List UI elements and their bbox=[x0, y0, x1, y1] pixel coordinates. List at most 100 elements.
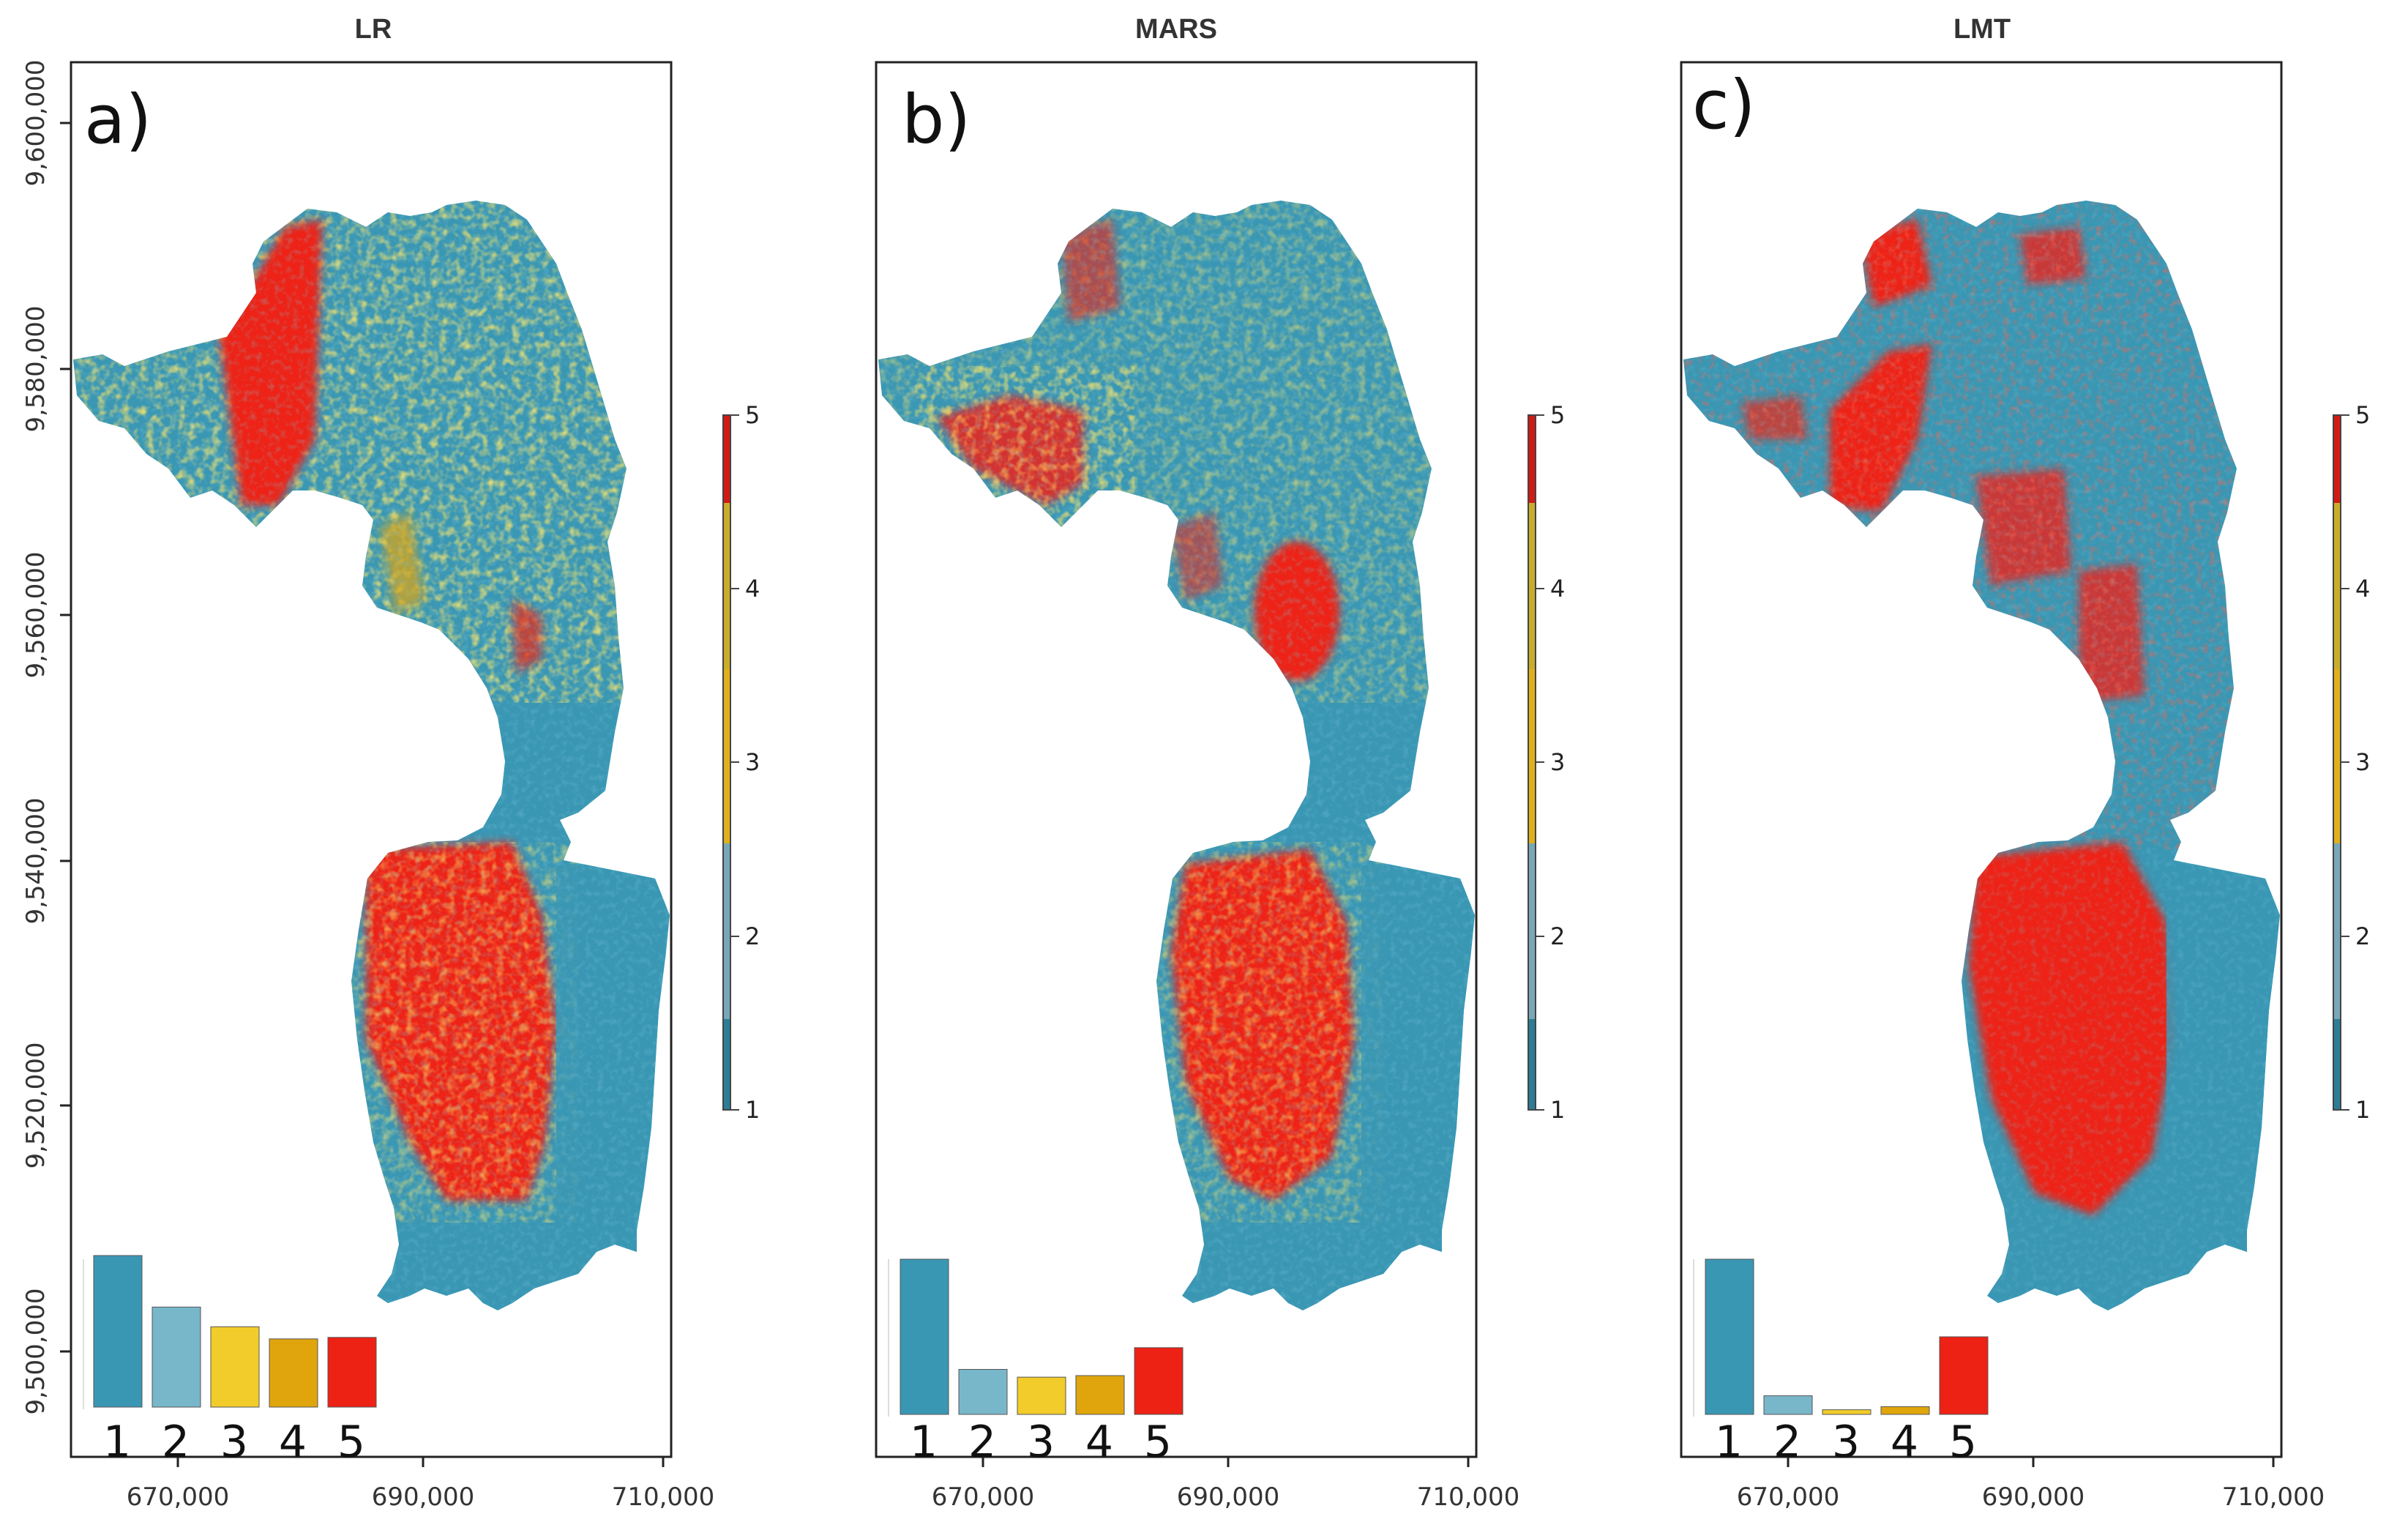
x-tick-label: 710,000 bbox=[1417, 1482, 1520, 1512]
colorbar-segment bbox=[2333, 843, 2341, 1019]
histogram-bar-class-5 bbox=[327, 1337, 377, 1408]
colorbar-tick: 5 bbox=[2355, 401, 2370, 429]
x-axis: 670,000 690,000 710,000 bbox=[127, 1457, 715, 1512]
x-tick-label: 690,000 bbox=[1982, 1482, 2085, 1512]
colorbar-tick: 2 bbox=[2355, 922, 2370, 950]
histogram-bar-class-2 bbox=[958, 1369, 1008, 1415]
class-histogram: 1 2 3 4 5 bbox=[888, 1258, 1184, 1468]
hist-label: 5 bbox=[1144, 1417, 1172, 1468]
colorbar: 5 4 3 2 1 bbox=[1528, 401, 1565, 1124]
plot-frame bbox=[1680, 61, 2283, 1458]
panel-mars: MARS 670,0 bbox=[875, 14, 1565, 1512]
histogram-bar-class-4 bbox=[1880, 1406, 1930, 1415]
colorbar-segment bbox=[723, 843, 730, 1019]
y-tick-label: 9,600,000 bbox=[21, 59, 51, 186]
histogram-bar-class-1 bbox=[900, 1258, 949, 1415]
hist-label: 4 bbox=[1891, 1417, 1918, 1468]
x-tick-label: 670,000 bbox=[932, 1482, 1035, 1512]
colorbar-segment bbox=[2333, 669, 2341, 843]
colorbar-segment bbox=[723, 669, 730, 843]
colorbar-tick: 5 bbox=[745, 401, 760, 429]
hist-label: 1 bbox=[1715, 1417, 1743, 1468]
histogram-bar-class-1 bbox=[93, 1255, 143, 1408]
risk-map bbox=[1683, 201, 2280, 1310]
colorbar-tick: 3 bbox=[1550, 748, 1565, 776]
colorbar: 5 4 3 2 1 bbox=[2333, 401, 2370, 1124]
hist-label: 5 bbox=[337, 1417, 365, 1468]
class-histogram: 1 2 3 4 5 bbox=[1693, 1258, 1989, 1468]
colorbar-segment bbox=[723, 415, 730, 503]
panel-lr: LR bbox=[21, 14, 760, 1512]
colorbar-tick: 4 bbox=[2355, 575, 2370, 603]
histogram-bar-class-5 bbox=[1134, 1347, 1184, 1415]
y-tick-label: 9,580,000 bbox=[21, 305, 51, 432]
colorbar-tick: 3 bbox=[745, 748, 760, 776]
y-tick-label: 9,500,000 bbox=[21, 1288, 51, 1414]
x-tick-label: 670,000 bbox=[1737, 1482, 1840, 1512]
colorbar-segment bbox=[1528, 415, 1536, 503]
histogram-bars bbox=[900, 1258, 1184, 1415]
colorbar-segment bbox=[1528, 843, 1536, 1019]
colorbar-tick: 1 bbox=[745, 1096, 760, 1124]
x-tick-label: 690,000 bbox=[1177, 1482, 1280, 1512]
y-tick-label: 9,520,000 bbox=[21, 1042, 51, 1168]
histogram-bar-class-5 bbox=[1939, 1336, 1989, 1415]
colorbar-segment bbox=[723, 1019, 730, 1110]
hist-label: 3 bbox=[220, 1417, 248, 1468]
colorbar-tick: 1 bbox=[1550, 1096, 1565, 1124]
colorbar-segment bbox=[2333, 415, 2341, 503]
x-tick-label: 710,000 bbox=[2222, 1482, 2325, 1512]
plot-frame bbox=[875, 61, 1478, 1458]
panel-title: LMT bbox=[1953, 14, 2011, 45]
hist-label: 3 bbox=[1832, 1417, 1860, 1468]
y-axis: 9,600,000 9,580,000 9,560,000 9,540,000 … bbox=[21, 59, 71, 1415]
x-axis: 670,000 690,000 710,000 bbox=[932, 1457, 1520, 1512]
hist-label: 3 bbox=[1027, 1417, 1055, 1468]
x-tick-label: 670,000 bbox=[127, 1482, 230, 1512]
hist-label: 1 bbox=[910, 1417, 938, 1468]
histogram-bar-class-4 bbox=[1075, 1375, 1125, 1415]
hist-label: 4 bbox=[1085, 1417, 1113, 1468]
colorbar-tick: 4 bbox=[1550, 575, 1565, 603]
x-axis: 670,000 690,000 710,000 bbox=[1737, 1457, 2325, 1512]
colorbar-segment bbox=[723, 503, 730, 669]
x-tick-label: 690,000 bbox=[372, 1482, 475, 1512]
colorbar-tick: 5 bbox=[1550, 401, 1565, 429]
risk-map bbox=[878, 201, 1475, 1310]
colorbar-segment bbox=[2333, 1019, 2341, 1110]
histogram-bar-class-1 bbox=[1705, 1258, 1754, 1415]
colorbar-tick: 2 bbox=[745, 922, 760, 950]
hist-label: 4 bbox=[279, 1417, 307, 1468]
y-tick-label: 9,560,000 bbox=[21, 551, 51, 678]
panel-title: LR bbox=[355, 14, 392, 45]
plot-frame bbox=[70, 61, 673, 1458]
histogram-bar-class-3 bbox=[210, 1326, 260, 1408]
colorbar-tick: 3 bbox=[2355, 748, 2370, 776]
histogram-bar-class-4 bbox=[269, 1338, 318, 1408]
panel-lmt: LMT 67 bbox=[1680, 14, 2370, 1512]
histogram-bars bbox=[93, 1255, 377, 1408]
risk-map bbox=[73, 201, 670, 1310]
colorbar-segment bbox=[1528, 503, 1536, 669]
hist-label: 2 bbox=[162, 1417, 190, 1468]
colorbar-segment bbox=[1528, 1019, 1536, 1110]
panel-label: a) bbox=[84, 81, 152, 159]
hist-label: 1 bbox=[103, 1417, 131, 1468]
histogram-bar-class-2 bbox=[1763, 1395, 1813, 1415]
histogram-bar-class-2 bbox=[152, 1306, 201, 1408]
panel-title: MARS bbox=[1135, 14, 1217, 45]
panel-label: c) bbox=[1692, 66, 1755, 144]
hist-label: 2 bbox=[968, 1417, 996, 1468]
colorbar-segment bbox=[2333, 503, 2341, 669]
colorbar-segment bbox=[1528, 669, 1536, 843]
colorbar-tick: 2 bbox=[1550, 922, 1565, 950]
y-tick-label: 9,540,000 bbox=[21, 797, 51, 924]
colorbar: 5 4 3 2 1 bbox=[722, 401, 760, 1124]
colorbar-tick: 1 bbox=[2355, 1096, 2370, 1124]
panel-label: b) bbox=[902, 81, 971, 159]
hist-label: 2 bbox=[1773, 1417, 1801, 1468]
class-histogram: 1 2 3 4 5 bbox=[83, 1255, 377, 1468]
x-tick-label: 710,000 bbox=[612, 1482, 715, 1512]
hist-label: 5 bbox=[1949, 1417, 1977, 1468]
